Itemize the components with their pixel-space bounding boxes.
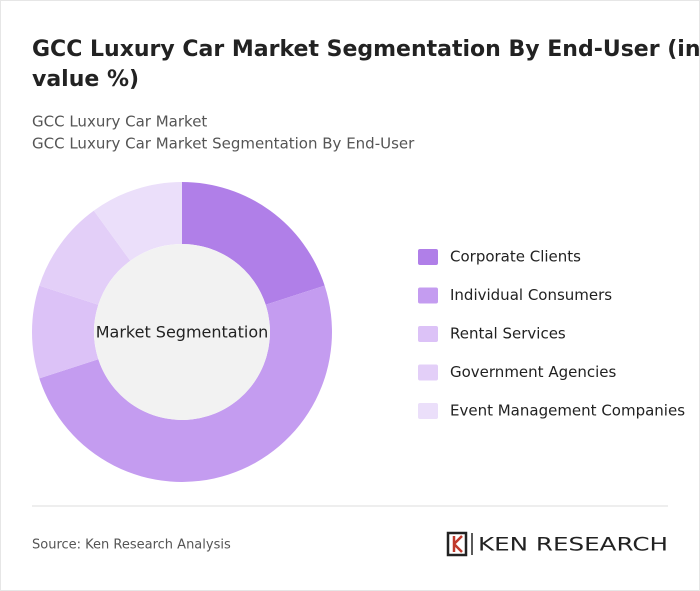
brand-logo: KEN RESEARCH	[446, 531, 668, 557]
logo-k	[452, 535, 463, 553]
legend-label: Rental Services	[450, 325, 566, 343]
logo-icon	[446, 531, 468, 557]
legend-swatch	[418, 326, 438, 342]
chart-title: GCC Luxury Car Market Segmentation By En…	[32, 37, 700, 92]
title-line: GCC Luxury Car Market Segmentation By En…	[32, 37, 700, 62]
subtitle: GCC Luxury Car Market Segmentation By En…	[32, 135, 415, 153]
donut-slice	[39, 285, 332, 482]
donut-slice	[182, 182, 325, 305]
legend-label: Government Agencies	[450, 363, 616, 381]
legend: Corporate Clients Individual Consumers Ren…	[418, 248, 685, 420]
subtitle: GCC Luxury Car Market	[32, 113, 207, 131]
donut-slice	[32, 285, 99, 379]
source: Source: Ken Research Analysis	[32, 538, 231, 553]
legend-swatch	[418, 287, 438, 304]
donut	[32, 182, 332, 482]
legend-swatch	[418, 403, 438, 419]
legend-swatch	[418, 249, 438, 265]
legend-label: Individual Consumers	[450, 286, 612, 304]
legend-label: Event Management Companies	[450, 402, 685, 420]
brand: KEN RESEARCH	[478, 534, 668, 556]
donut-hole	[94, 244, 270, 420]
legend-label: Corporate Clients	[450, 248, 581, 266]
donut-slice	[93, 182, 182, 261]
center-label: Market Segmentation	[96, 323, 269, 342]
donut-slice	[39, 210, 131, 305]
title-line: value %)	[32, 67, 139, 92]
legend-swatch	[418, 364, 438, 381]
